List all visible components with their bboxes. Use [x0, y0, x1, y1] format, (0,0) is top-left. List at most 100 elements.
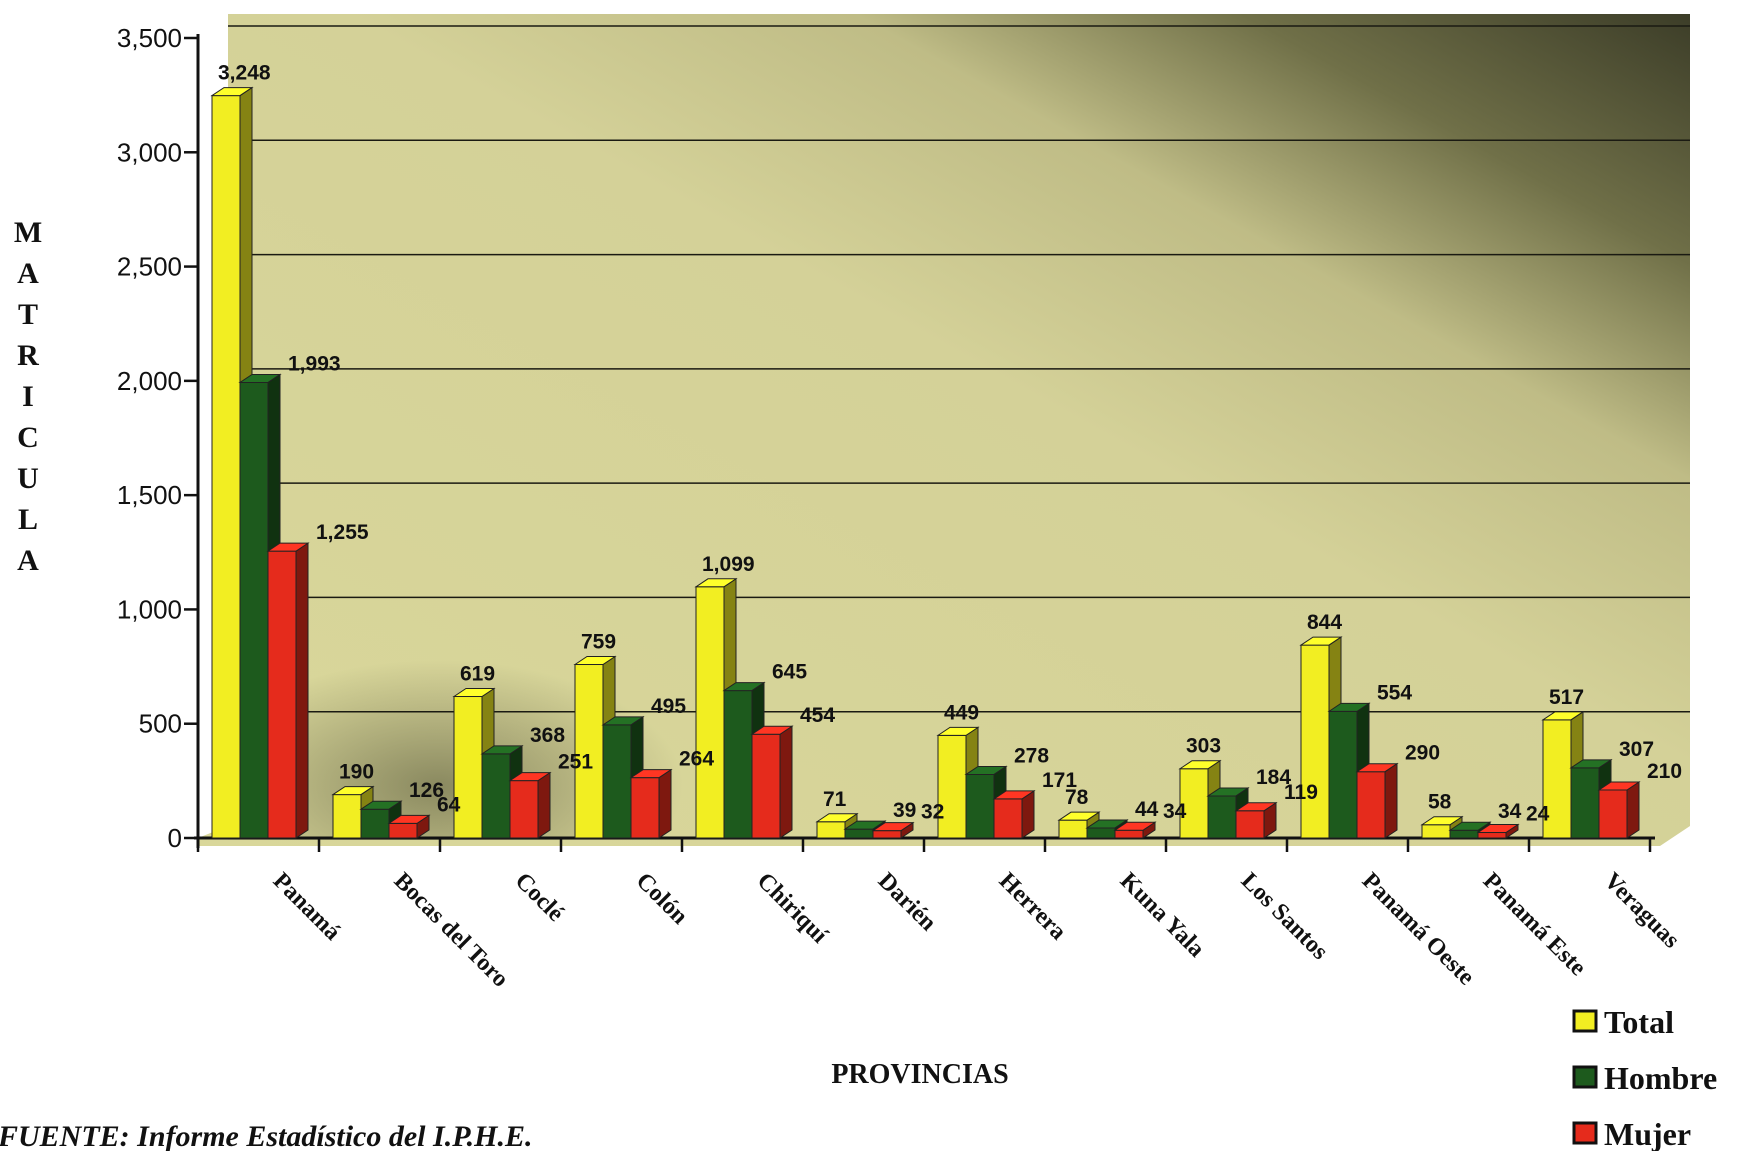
- bar-front: [388, 822, 418, 839]
- y-axis-title-letter: C: [17, 421, 39, 454]
- bar-top: [1113, 821, 1157, 831]
- bar-top: [992, 790, 1036, 800]
- data-label: 645: [772, 661, 807, 684]
- bar-mujer: [871, 821, 915, 839]
- x-tick-label: Colón: [631, 868, 693, 930]
- bar-top: [694, 578, 738, 588]
- x-tick-label: Darién: [873, 868, 941, 936]
- bar-top: [1597, 781, 1641, 791]
- bar-front: [751, 733, 781, 839]
- bar-top: [815, 813, 859, 823]
- bar-front: [509, 780, 539, 839]
- data-label: 454: [800, 704, 835, 727]
- bar-front: [239, 381, 269, 839]
- bar-front: [1235, 810, 1265, 839]
- y-axis-title-letter: A: [17, 257, 39, 290]
- y-axis-title-letter: R: [17, 339, 39, 372]
- bar-front: [1207, 795, 1237, 839]
- bar-top: [573, 656, 617, 666]
- bar-mujer: [266, 542, 310, 839]
- data-label: 34: [1498, 800, 1522, 823]
- bar-front: [937, 734, 967, 839]
- legend-swatch: [1572, 1065, 1598, 1089]
- bar-top: [266, 542, 310, 552]
- data-label: 44: [1135, 798, 1159, 821]
- data-label: 184: [1256, 766, 1291, 789]
- bar-front: [965, 773, 995, 839]
- bar-front: [211, 95, 241, 839]
- bar-front: [872, 830, 902, 839]
- bar-top: [936, 726, 980, 736]
- bar-top: [387, 814, 431, 824]
- data-label: 171: [1042, 769, 1077, 792]
- bar-mujer: [508, 771, 552, 839]
- bar-front: [602, 724, 632, 839]
- bar-top: [1327, 702, 1371, 712]
- y-axis-title-letter: T: [18, 298, 38, 331]
- bar-top: [1206, 787, 1250, 797]
- bar-front: [360, 808, 390, 839]
- data-label: 307: [1619, 738, 1654, 761]
- bar-top: [331, 786, 375, 796]
- legend-item-hombre: Hombre: [1572, 1060, 1717, 1096]
- data-label: 264: [679, 748, 714, 771]
- legend-label: Mujer: [1604, 1116, 1691, 1151]
- x-tick-label: Chiriquí: [752, 868, 833, 949]
- bar-front: [1058, 819, 1088, 839]
- bar-top: [601, 716, 645, 726]
- y-axis-title-letter: M: [14, 216, 42, 249]
- bar-top: [1178, 760, 1222, 770]
- y-axis-title-letter: I: [22, 380, 34, 413]
- data-label: 190: [339, 761, 374, 784]
- bar-top: [508, 772, 552, 782]
- bar-front: [695, 586, 725, 839]
- y-tick-label: 2,000: [117, 366, 182, 396]
- data-label: 449: [944, 701, 979, 724]
- bar-front: [1328, 710, 1358, 839]
- data-label: 368: [530, 724, 565, 747]
- data-label: 290: [1405, 742, 1440, 765]
- bar-top: [1057, 811, 1101, 821]
- x-tick-label: Kuna Yala: [1115, 868, 1210, 963]
- legend-item-total: Total: [1572, 1004, 1674, 1040]
- bar-front: [453, 696, 483, 839]
- bar-front: [1114, 829, 1144, 839]
- legend-swatch: [1572, 1009, 1598, 1033]
- bar-top: [480, 745, 524, 755]
- data-label: 844: [1307, 611, 1342, 634]
- bar-mujer: [1597, 781, 1641, 839]
- axes: 0 500 1,000 1,500 2,000 2,500 3,000 3,500: [117, 23, 1655, 853]
- x-tick-label: Panamá Oeste: [1357, 868, 1480, 991]
- x-tick-label: Veraguas: [1599, 868, 1685, 954]
- x-tick-label: Herrera: [994, 868, 1071, 945]
- legend-item-mujer: Mujer: [1572, 1116, 1691, 1152]
- data-label: 1,099: [702, 553, 755, 576]
- bar-top: [452, 688, 496, 698]
- data-label: 64: [437, 793, 461, 816]
- data-label: 34: [1163, 800, 1187, 823]
- bar-top: [1420, 816, 1464, 826]
- bar-front: [1542, 719, 1572, 839]
- bar-mujer: [1113, 821, 1157, 839]
- data-label: 39: [893, 799, 916, 822]
- bar-top: [1355, 763, 1399, 773]
- bar-side: [658, 768, 672, 839]
- data-label: 517: [1549, 686, 1584, 709]
- bar-front: [1300, 644, 1330, 839]
- bar-mujer: [1355, 762, 1399, 839]
- bar-top: [722, 682, 766, 692]
- y-axis-title-letter: A: [17, 544, 39, 577]
- gridlines: [228, 25, 1690, 713]
- x-tick-label: Bocas del Toro: [389, 868, 514, 993]
- bar-top: [238, 373, 282, 383]
- y-tick-label: 1,500: [117, 480, 182, 510]
- bar-front: [332, 794, 362, 839]
- data-label: 278: [1014, 744, 1049, 767]
- bar-top: [629, 769, 673, 779]
- data-label: 1,993: [288, 352, 341, 375]
- x-tick-label: Panamá Este: [1478, 868, 1591, 981]
- bar-front: [1086, 827, 1116, 839]
- data-label: 303: [1186, 735, 1221, 758]
